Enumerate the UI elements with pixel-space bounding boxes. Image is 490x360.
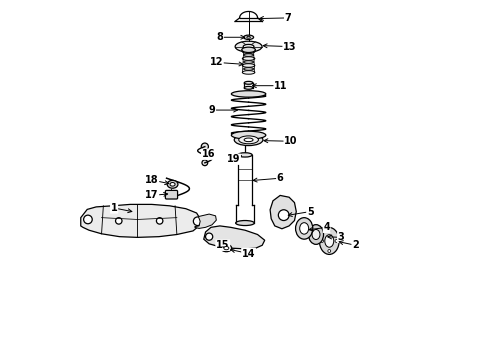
Ellipse shape xyxy=(238,153,252,157)
Circle shape xyxy=(328,249,331,252)
Ellipse shape xyxy=(319,228,339,255)
Ellipse shape xyxy=(245,81,253,84)
Ellipse shape xyxy=(247,36,250,38)
Circle shape xyxy=(156,218,163,224)
Text: 18: 18 xyxy=(145,175,159,185)
Polygon shape xyxy=(204,226,265,249)
Ellipse shape xyxy=(309,225,323,244)
Circle shape xyxy=(320,239,323,242)
Ellipse shape xyxy=(245,86,253,89)
Text: 19: 19 xyxy=(227,154,240,164)
FancyBboxPatch shape xyxy=(166,190,177,199)
Ellipse shape xyxy=(231,131,266,139)
Text: 11: 11 xyxy=(274,81,288,91)
Text: 17: 17 xyxy=(145,190,158,201)
Ellipse shape xyxy=(295,218,313,239)
Text: 10: 10 xyxy=(284,136,297,146)
Circle shape xyxy=(205,233,213,240)
Text: 2: 2 xyxy=(352,240,359,250)
Text: 1: 1 xyxy=(111,203,118,213)
Polygon shape xyxy=(270,195,296,229)
Circle shape xyxy=(201,143,208,150)
Text: 16: 16 xyxy=(202,149,215,159)
Circle shape xyxy=(194,217,202,226)
Ellipse shape xyxy=(243,44,254,49)
Ellipse shape xyxy=(242,47,255,53)
Text: 12: 12 xyxy=(210,57,223,67)
Ellipse shape xyxy=(243,71,255,74)
Ellipse shape xyxy=(244,138,253,141)
Text: 6: 6 xyxy=(277,173,284,183)
Ellipse shape xyxy=(300,223,309,234)
Circle shape xyxy=(335,239,338,242)
Polygon shape xyxy=(195,214,216,228)
Text: 14: 14 xyxy=(242,248,255,258)
Circle shape xyxy=(116,218,122,224)
Ellipse shape xyxy=(244,61,254,63)
Ellipse shape xyxy=(234,134,263,145)
Text: 5: 5 xyxy=(307,207,314,217)
Ellipse shape xyxy=(325,235,334,247)
Ellipse shape xyxy=(236,221,254,226)
Text: 15: 15 xyxy=(216,240,229,250)
Ellipse shape xyxy=(221,244,232,252)
Circle shape xyxy=(84,215,92,224)
Ellipse shape xyxy=(243,50,255,53)
Circle shape xyxy=(328,229,331,232)
Ellipse shape xyxy=(243,57,255,60)
Ellipse shape xyxy=(231,91,266,97)
Text: 9: 9 xyxy=(209,105,216,115)
Circle shape xyxy=(202,160,208,166)
Ellipse shape xyxy=(170,183,175,186)
Ellipse shape xyxy=(243,64,255,67)
Ellipse shape xyxy=(235,41,262,52)
Ellipse shape xyxy=(224,247,229,250)
Ellipse shape xyxy=(167,180,178,188)
Text: 7: 7 xyxy=(285,13,292,23)
Circle shape xyxy=(278,210,289,221)
Polygon shape xyxy=(81,204,200,237)
Ellipse shape xyxy=(244,68,254,70)
Text: 13: 13 xyxy=(283,42,296,51)
Ellipse shape xyxy=(312,229,320,239)
Text: 3: 3 xyxy=(338,232,344,242)
Ellipse shape xyxy=(244,54,254,56)
Text: 4: 4 xyxy=(323,222,330,232)
Ellipse shape xyxy=(244,35,254,40)
Text: 8: 8 xyxy=(217,32,223,42)
Ellipse shape xyxy=(239,136,258,144)
